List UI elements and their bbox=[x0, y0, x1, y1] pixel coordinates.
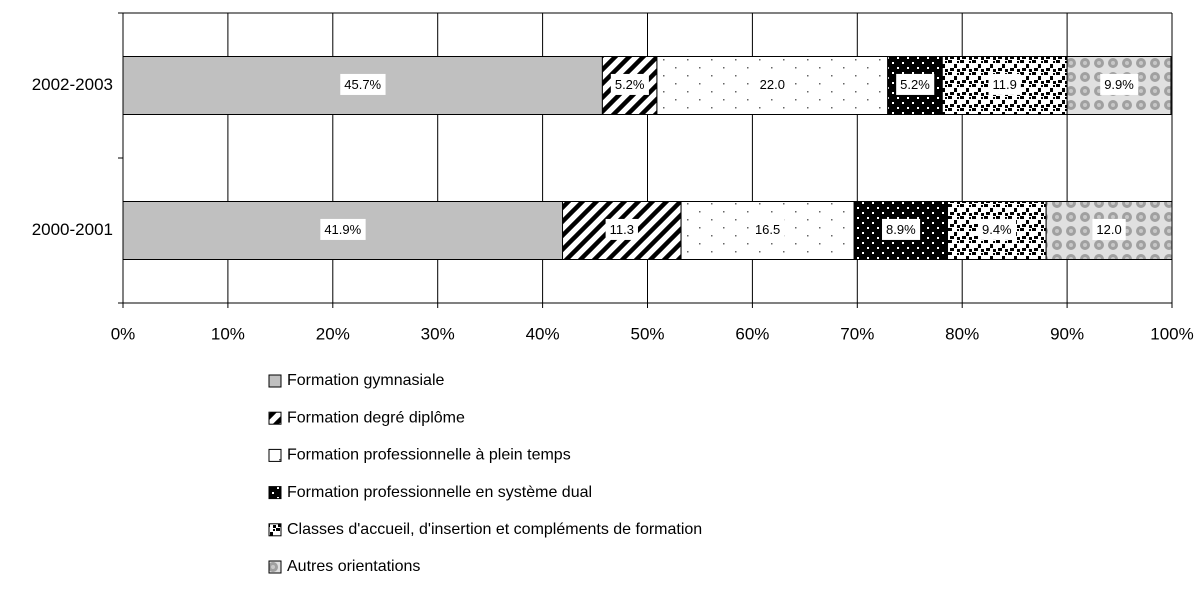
legend-swatch bbox=[268, 411, 282, 425]
value-label-bg bbox=[882, 218, 921, 240]
value-label-bg bbox=[605, 218, 638, 240]
value-label-bg bbox=[988, 73, 1021, 95]
value-label: 11.9 bbox=[993, 77, 1017, 92]
legend-swatch bbox=[268, 486, 282, 500]
legend: Formation gymnasiale Formation degré dipl… bbox=[268, 372, 702, 575]
value-label: 8.9% bbox=[886, 222, 916, 237]
value-label-bg bbox=[340, 73, 386, 95]
legend-label: Formation degré diplôme bbox=[287, 409, 465, 426]
x-tick-label: 30% bbox=[421, 324, 455, 343]
legend-swatch bbox=[268, 560, 282, 574]
value-label: 12.0 bbox=[1096, 222, 1121, 237]
y-tick-label: 2002-2003 bbox=[32, 75, 113, 94]
x-tick-label: 70% bbox=[840, 324, 874, 343]
x-tick-label: 50% bbox=[630, 324, 664, 343]
x-tick-label: 20% bbox=[316, 324, 350, 343]
x-tick-label: 40% bbox=[526, 324, 560, 343]
x-tick-label: 80% bbox=[945, 324, 979, 343]
y-tick-label: 2000-2001 bbox=[32, 220, 113, 239]
value-label: 9.4% bbox=[982, 222, 1012, 237]
legend-swatch bbox=[268, 448, 282, 462]
legend-swatch bbox=[268, 523, 282, 537]
x-tick-label: 90% bbox=[1050, 324, 1084, 343]
legend-label: Formation professionnelle à plein temps bbox=[287, 447, 571, 464]
legend-label: Classes d'accueil, d'insertion et complé… bbox=[287, 521, 702, 538]
value-label-bg bbox=[755, 73, 789, 95]
value-label: 41.9% bbox=[324, 222, 361, 237]
value-label: 45.7% bbox=[344, 77, 381, 92]
legend-label: Formation professionnelle en système dua… bbox=[287, 484, 592, 501]
legend-label: Formation gymnasiale bbox=[287, 372, 445, 389]
legend-label: Autres orientations bbox=[287, 558, 420, 575]
value-label-bg bbox=[977, 218, 1017, 240]
value-label-bg bbox=[1100, 73, 1139, 95]
value-label: 9.9% bbox=[1104, 77, 1134, 92]
value-label-bg bbox=[320, 218, 366, 240]
value-label: 11.3 bbox=[610, 222, 634, 237]
x-tick-label: 10% bbox=[211, 324, 245, 343]
value-label: 22.0 bbox=[760, 77, 785, 92]
value-label-bg bbox=[610, 73, 649, 95]
value-label: 5.2% bbox=[615, 77, 645, 92]
x-tick-label: 0% bbox=[111, 324, 136, 343]
bars bbox=[122, 56, 1173, 260]
value-label: 5.2% bbox=[900, 77, 930, 92]
value-label-bg bbox=[896, 73, 935, 95]
labels: 2002-2003 45.7% 5.2% 22.0 5.2% 11.9 9.9% 2000-2… bbox=[32, 73, 1139, 240]
value-label-bg bbox=[750, 218, 785, 240]
legend-swatch bbox=[268, 374, 282, 388]
x-tick-label: 100% bbox=[1150, 324, 1193, 343]
value-label-bg bbox=[1092, 218, 1126, 240]
x-tick-label: 60% bbox=[735, 324, 769, 343]
value-label: 16.5 bbox=[755, 222, 780, 237]
